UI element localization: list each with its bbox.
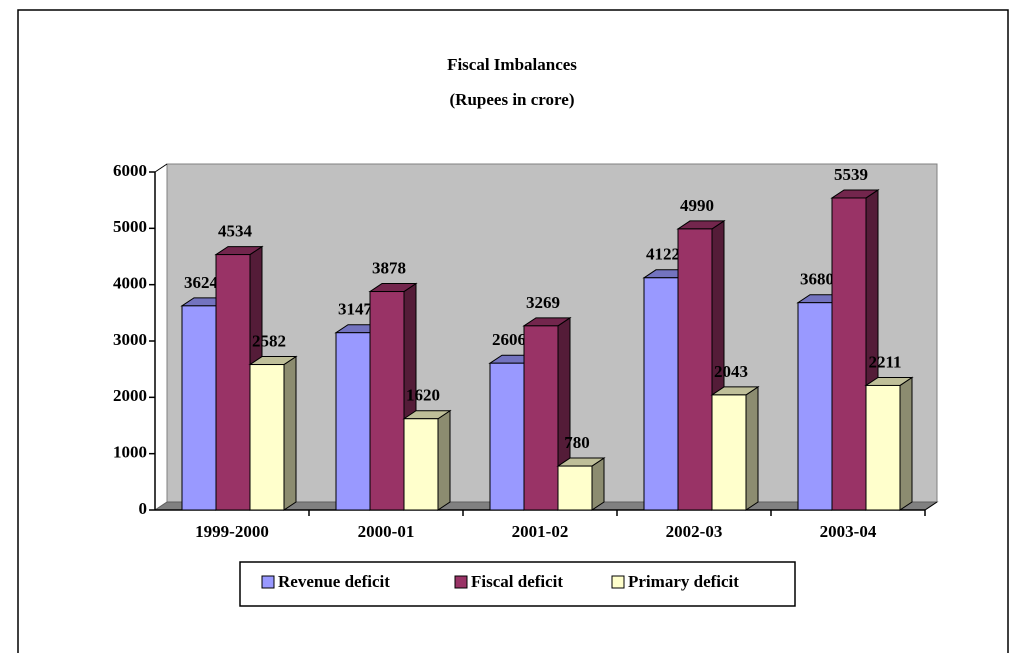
data-label: 3680: [800, 270, 834, 289]
legend-swatch: [611, 575, 625, 589]
bar-side: [437, 409, 451, 511]
x-tick-label: 2002-03: [666, 522, 723, 541]
bar: [865, 384, 901, 511]
bar: [489, 362, 525, 511]
y-tick-label: 5000: [113, 217, 147, 236]
bar: [677, 228, 713, 511]
x-tick-label: 2003-04: [820, 522, 877, 541]
chart-title: Fiscal Imbalances: [447, 55, 577, 74]
data-label: 2606: [492, 330, 526, 349]
data-label: 2582: [252, 331, 286, 350]
legend-box: [239, 561, 796, 607]
legend-swatch: [261, 575, 275, 589]
bar-side: [899, 376, 913, 511]
y-tick-label: 0: [139, 499, 148, 518]
data-label: 2211: [868, 352, 901, 371]
data-label: 3147: [338, 300, 373, 319]
bar: [369, 291, 405, 511]
data-label: 3269: [526, 293, 560, 312]
bar: [523, 325, 559, 511]
data-label: 3878: [372, 258, 406, 277]
data-label: 3624: [184, 273, 219, 292]
bar: [215, 254, 251, 511]
y-tick-label: 2000: [113, 386, 147, 405]
data-label: 2043: [714, 362, 748, 381]
chart-subtitle: (Rupees in crore): [450, 90, 575, 109]
bar: [249, 364, 285, 511]
bar-side: [283, 355, 297, 511]
y-axis-depth: [154, 163, 168, 173]
data-label: 5539: [834, 165, 868, 184]
bar: [831, 197, 867, 511]
bar: [797, 302, 833, 511]
y-tick-label: 3000: [113, 330, 147, 349]
y-tick-label: 6000: [113, 161, 147, 180]
x-axis-depth: [924, 501, 938, 511]
data-label: 4990: [680, 196, 714, 215]
x-tick-label: 1999-2000: [195, 522, 269, 541]
bar: [711, 394, 747, 511]
x-tick-label: 2001-02: [512, 522, 569, 541]
bar: [643, 277, 679, 511]
bar-side: [591, 457, 605, 511]
data-label: 780: [564, 433, 590, 452]
data-label: 4534: [218, 221, 253, 240]
data-label: 1620: [406, 386, 440, 405]
bar: [557, 465, 593, 511]
legend-label: Revenue deficit: [278, 572, 390, 591]
y-tick-label: 4000: [113, 274, 147, 293]
legend-swatch: [454, 575, 468, 589]
y-tick-label: 1000: [113, 443, 147, 462]
legend-label: Fiscal deficit: [471, 572, 563, 591]
x-tick-label: 2000-01: [358, 522, 415, 541]
legend-label: Primary deficit: [628, 572, 739, 591]
bar-side: [745, 385, 759, 511]
bar: [335, 332, 371, 511]
bar: [181, 305, 217, 511]
data-label: 4122: [646, 245, 680, 264]
bar: [403, 418, 439, 511]
